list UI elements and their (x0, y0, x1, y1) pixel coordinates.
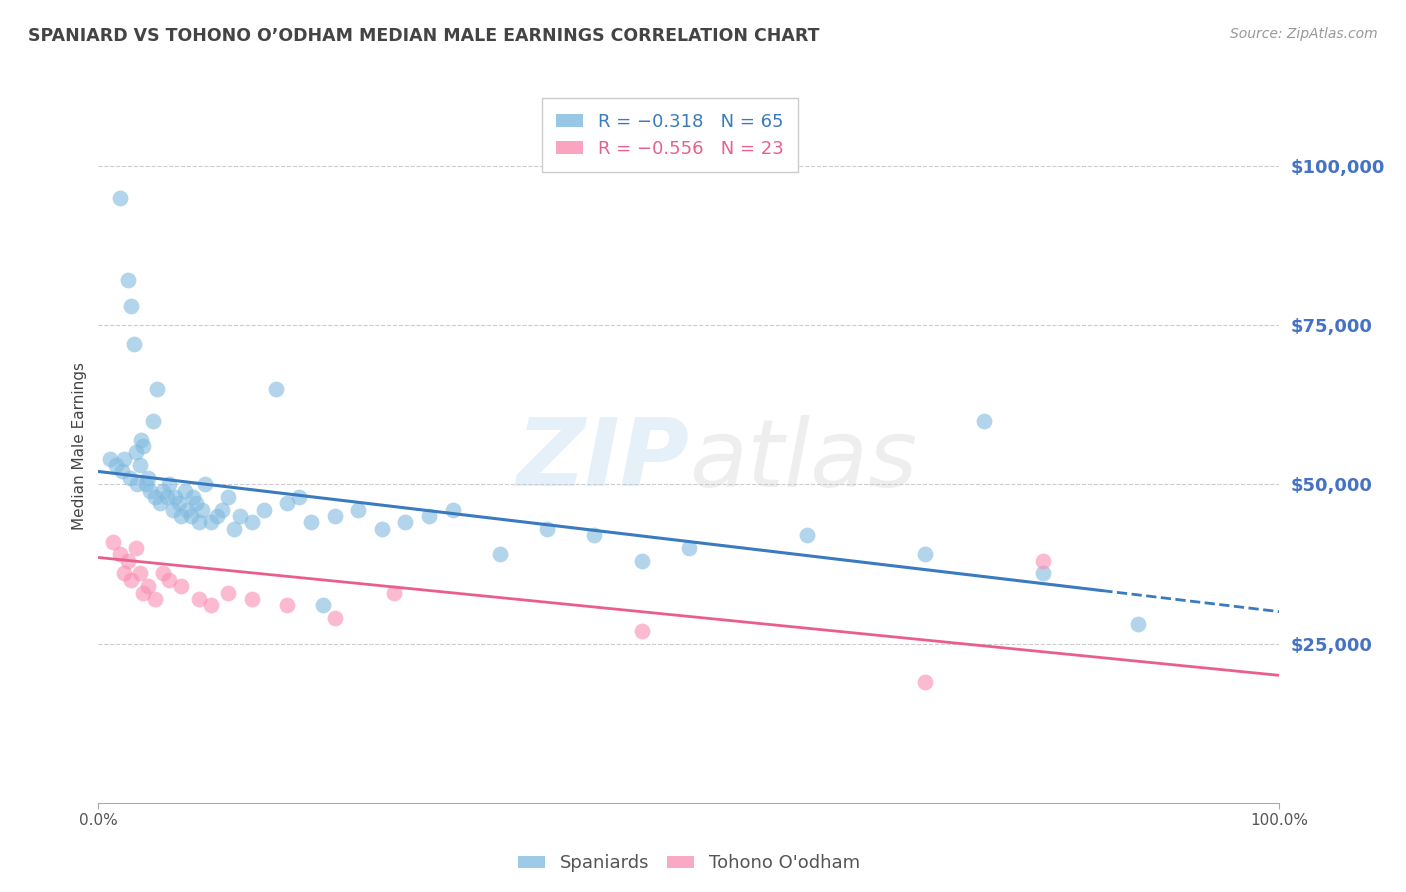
Spaniards (371, 522, 394, 536)
Tohono O'odham (200, 599, 222, 613)
Spaniards (146, 382, 169, 396)
Spaniards (796, 528, 818, 542)
Spaniards (312, 599, 335, 613)
Spaniards (1032, 566, 1054, 581)
Spaniards (120, 471, 142, 485)
Spaniards (1126, 617, 1149, 632)
Spaniards (149, 496, 172, 510)
Spaniards (630, 554, 652, 568)
Spaniards (128, 458, 150, 472)
Spaniards (152, 483, 174, 498)
Spaniards (536, 522, 558, 536)
Spaniards (105, 458, 128, 472)
Tohono O'odham (112, 566, 135, 581)
Spaniards (111, 465, 134, 479)
Spaniards (187, 516, 209, 530)
Tohono O'odham (187, 591, 209, 606)
Tohono O'odham (117, 554, 139, 568)
Spaniards (112, 451, 135, 466)
Tohono O'odham (170, 579, 193, 593)
Spaniards (394, 516, 416, 530)
Spaniards (173, 483, 195, 498)
Spaniards (441, 502, 464, 516)
Tohono O'odham (914, 674, 936, 689)
Spaniards (323, 509, 346, 524)
Spaniards (973, 413, 995, 427)
Spaniards (139, 483, 162, 498)
Spaniards (229, 509, 252, 524)
Tohono O'odham (1032, 554, 1054, 568)
Spaniards (288, 490, 311, 504)
Tohono O'odham (217, 585, 239, 599)
Tohono O'odham (143, 591, 166, 606)
Tohono O'odham (240, 591, 263, 606)
Text: atlas: atlas (689, 415, 917, 506)
Tohono O'odham (157, 573, 180, 587)
Spaniards (125, 445, 148, 459)
Tohono O'odham (128, 566, 150, 581)
Tohono O'odham (630, 624, 652, 638)
Spaniards (181, 490, 204, 504)
Spaniards (136, 471, 159, 485)
Spaniards (117, 273, 139, 287)
Spaniards (200, 516, 222, 530)
Spaniards (914, 547, 936, 561)
Spaniards (132, 439, 155, 453)
Spaniards (142, 413, 165, 427)
Spaniards (129, 433, 152, 447)
Spaniards (180, 509, 202, 524)
Spaniards (156, 490, 179, 504)
Text: ZIP: ZIP (516, 414, 689, 507)
Spaniards (135, 477, 157, 491)
Spaniards (211, 502, 233, 516)
Spaniards (205, 509, 228, 524)
Spaniards (121, 299, 143, 313)
Spaniards (678, 541, 700, 555)
Tohono O'odham (132, 585, 155, 599)
Tohono O'odham (382, 585, 405, 599)
Spaniards (489, 547, 512, 561)
Spaniards (264, 382, 287, 396)
Spaniards (276, 496, 298, 510)
Spaniards (157, 477, 180, 491)
Spaniards (217, 490, 239, 504)
Spaniards (253, 502, 276, 516)
Spaniards (165, 490, 187, 504)
Legend: Spaniards, Tohono O'odham: Spaniards, Tohono O'odham (510, 847, 868, 880)
Spaniards (194, 477, 217, 491)
Spaniards (143, 490, 166, 504)
Tohono O'odham (121, 573, 143, 587)
Tohono O'odham (152, 566, 174, 581)
Spaniards (299, 516, 322, 530)
Spaniards (98, 451, 121, 466)
Spaniards (122, 337, 145, 351)
Spaniards (167, 496, 190, 510)
Spaniards (127, 477, 149, 491)
Spaniards (418, 509, 440, 524)
Text: SPANIARD VS TOHONO O’ODHAM MEDIAN MALE EARNINGS CORRELATION CHART: SPANIARD VS TOHONO O’ODHAM MEDIAN MALE E… (28, 27, 820, 45)
Spaniards (583, 528, 606, 542)
Y-axis label: Median Male Earnings: Median Male Earnings (72, 362, 87, 530)
Spaniards (176, 502, 198, 516)
Tohono O'odham (136, 579, 159, 593)
Tohono O'odham (323, 611, 346, 625)
Text: Source: ZipAtlas.com: Source: ZipAtlas.com (1230, 27, 1378, 41)
Spaniards (186, 496, 208, 510)
Spaniards (170, 509, 193, 524)
Spaniards (240, 516, 263, 530)
Spaniards (108, 190, 131, 204)
Spaniards (347, 502, 370, 516)
Spaniards (224, 522, 246, 536)
Tohono O'odham (101, 534, 124, 549)
Tohono O'odham (276, 599, 298, 613)
Tohono O'odham (108, 547, 131, 561)
Tohono O'odham (125, 541, 148, 555)
Spaniards (191, 502, 214, 516)
Spaniards (162, 502, 184, 516)
